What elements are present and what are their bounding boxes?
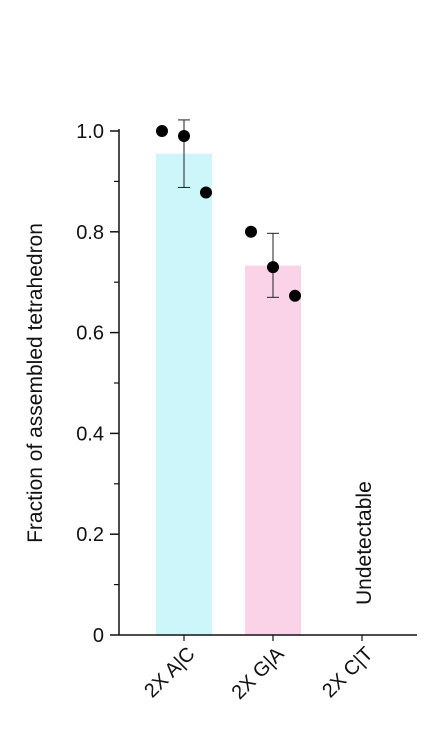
x-tick-label: 2X G|A bbox=[228, 643, 289, 704]
annotation-undetectable: Undetectable bbox=[353, 481, 376, 605]
x-tick-label: 2X C|T bbox=[318, 643, 377, 702]
data-point-1-3 bbox=[200, 186, 212, 199]
data-point-2-2 bbox=[267, 261, 279, 274]
data-point-1-1 bbox=[156, 125, 168, 137]
annotations-group: Undetectable bbox=[353, 481, 376, 605]
y-tick-label: 0.8 bbox=[76, 222, 104, 244]
y-tick-label: 0.4 bbox=[76, 423, 104, 445]
bar-2 bbox=[245, 265, 301, 635]
y-tick-label: 1.0 bbox=[76, 121, 104, 143]
x-tick-labels-group: 2X A|C 2X G|A 2X C|T bbox=[140, 635, 378, 704]
y-tick-label: 0 bbox=[93, 625, 104, 647]
y-ticks-group: 0 0.2 0.4 0.6 0.8 1.0 bbox=[76, 121, 119, 647]
bar-1 bbox=[156, 153, 212, 635]
bars-group bbox=[156, 153, 301, 635]
x-tick-label: 2X A|C bbox=[140, 643, 199, 702]
data-points-group bbox=[156, 125, 301, 302]
y-tick-label: 0.6 bbox=[76, 323, 104, 345]
y-axis-label: Fraction of assembled tetrahedron bbox=[24, 223, 47, 543]
data-point-1-2 bbox=[178, 130, 190, 143]
data-point-2-3 bbox=[289, 289, 301, 302]
data-point-2-1 bbox=[245, 225, 257, 238]
y-tick-label: 0.2 bbox=[76, 524, 104, 546]
